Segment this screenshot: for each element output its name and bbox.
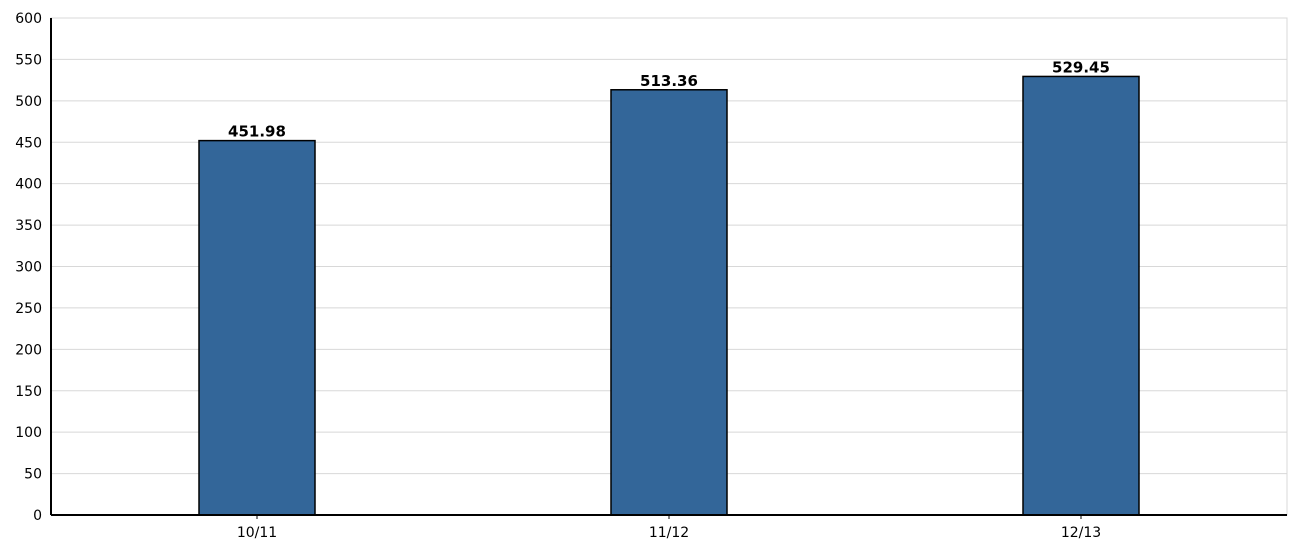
- y-tick-label: 500: [15, 94, 42, 110]
- bar-10-11: [198, 139, 316, 516]
- y-tick-label: 400: [15, 177, 42, 193]
- bar-11-12: [610, 89, 728, 516]
- x-tick-label: 11/12: [649, 525, 689, 541]
- y-tick-label: 300: [15, 260, 42, 276]
- y-tick-label: 350: [15, 218, 42, 234]
- y-tick-label: 150: [15, 384, 42, 400]
- bars: [198, 75, 1140, 516]
- y-tick-label: 450: [15, 135, 42, 151]
- y-tick-label: 600: [15, 11, 42, 27]
- y-tick-label: 100: [15, 425, 42, 441]
- bar-value-label: 513.36: [640, 72, 698, 90]
- y-tick-label: 200: [15, 342, 42, 358]
- y-tick-label: 250: [15, 301, 42, 317]
- labels: 0 50 100 150 200 250 300 350 400 450 500 550 600 451.…: [15, 11, 1110, 541]
- x-tick-label: 12/13: [1061, 525, 1101, 541]
- bar-value-label: 529.45: [1052, 58, 1110, 76]
- y-tick-label: 0: [33, 508, 42, 524]
- y-tick-label: 550: [15, 52, 42, 68]
- axes: [50, 18, 1287, 519]
- bar-12-13: [1022, 75, 1140, 516]
- bar-value-label: 451.98: [228, 123, 286, 141]
- y-tick-label: 50: [24, 467, 42, 483]
- x-tick-label: 10/11: [237, 525, 277, 541]
